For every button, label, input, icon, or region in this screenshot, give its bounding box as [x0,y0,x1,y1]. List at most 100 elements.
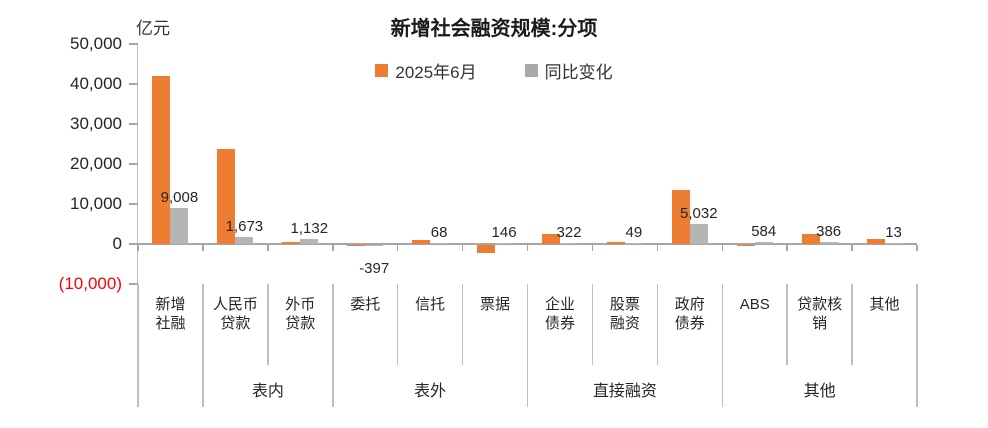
bar-current-10 [801,234,820,244]
category-label-2: 外币 贷款 [285,296,316,332]
x-axis-tick [267,244,269,251]
legend-swatch-current-icon [375,64,389,77]
category-label-9: ABS [739,296,770,313]
category-label-0: 新增 社融 [155,296,186,332]
bar-yoy-10 [819,242,838,244]
category-label-10: 贷款核 销 [797,296,843,332]
bar-yoy-1 [235,237,254,244]
legend-item-current: 2025年6月 [375,58,477,83]
y-axis-tick [129,83,138,85]
category-label-1: 人民币 贷款 [212,296,258,332]
group-divider [526,284,529,407]
y-axis-tick-label: (10,000) [58,274,122,293]
bar-yoy-2 [300,239,319,244]
data-label-yoy-4: 68 [430,223,448,241]
x-axis-tick [332,244,334,251]
bar-current-2 [282,242,301,244]
category-divider [851,284,853,365]
legend-label-current: 2025年6月 [395,63,477,82]
group-label-2: 直接融资 [592,383,657,400]
group-label-0: 表内 [251,383,284,400]
category-label-3: 委托 [350,296,381,313]
bar-current-11 [866,239,885,244]
data-label-yoy-9: 584 [751,222,777,240]
category-divider [396,284,399,365]
x-axis-tick [591,244,594,251]
x-axis-tick [396,244,399,251]
group-divider [202,284,204,407]
y-axis-tick-label: 50,000 [70,34,122,53]
chart-legend: 2025年6月 同比变化 [0,58,988,83]
data-label-yoy-5: 146 [491,223,517,241]
x-axis-tick [851,244,853,251]
category-label-5: 票据 [480,296,511,313]
category-divider [461,284,464,365]
chart-title: 新增社会融资规模:分项 [390,18,598,40]
data-label-yoy-2: 1,132 [290,220,329,238]
bar-current-4 [412,240,431,244]
group-divider [137,284,139,407]
data-label-yoy-7: 49 [625,223,643,241]
y-axis-tick [129,163,138,165]
y-axis-tick-label: 10,000 [70,194,122,213]
category-label-8: 政府 债券 [674,296,705,332]
x-axis-tick [721,244,723,251]
category-label-11: 其他 [869,296,900,313]
bar-current-5 [477,244,496,253]
bar-current-9 [736,244,755,247]
x-axis-tick [461,244,464,251]
category-label-4: 信托 [415,296,446,313]
y-axis-tick-label: 0 [112,234,122,253]
y-axis-tick-label: 40,000 [70,74,122,93]
x-axis-tick [656,244,659,251]
bar-current-0 [152,76,171,244]
x-axis-tick [202,244,204,251]
data-label-yoy-3: -397 [359,260,390,277]
y-axis-unit-label: 亿元 [136,19,170,38]
bar-current-8 [671,190,690,244]
x-axis-tick [786,244,788,251]
bar-yoy-3 [365,244,384,247]
group-label-1: 表外 [414,383,447,400]
bar-current-3 [347,244,366,247]
category-divider [656,284,659,365]
bar-current-6 [541,234,560,244]
legend-swatch-yoy-icon [524,64,538,77]
y-axis-tick [129,283,138,285]
group-divider [332,284,334,407]
y-axis-line [136,44,138,407]
y-axis-tick [129,243,138,245]
y-axis-tick [129,43,138,45]
bar-yoy-0 [170,207,189,244]
x-axis-tick [916,244,918,251]
y-axis-tick [129,203,138,205]
data-label-yoy-10: 386 [816,223,842,241]
category-label-7: 股票 融资 [609,296,640,332]
group-divider [721,284,723,407]
bar-yoy-6 [559,242,578,244]
x-axis-line [136,243,917,245]
group-label-3: 其他 [803,383,836,400]
category-divider [267,284,269,365]
legend-item-yoy: 同比变化 [524,58,613,83]
bar-yoy-9 [754,241,773,244]
data-label-yoy-8: 5,032 [680,204,718,222]
bar-current-1 [217,149,236,244]
data-label-yoy-0: 9,008 [160,188,199,206]
group-divider [916,284,918,407]
data-label-yoy-11: 13 [885,223,902,241]
data-label-yoy-1: 1,673 [225,218,264,236]
category-divider [591,284,594,365]
category-divider [786,284,788,365]
bar-current-7 [606,242,625,244]
bar-yoy-8 [689,223,708,244]
y-axis-tick [129,123,138,125]
x-axis-tick [526,244,529,251]
x-axis-tick [137,244,139,251]
category-label-6: 企业 债券 [544,296,575,332]
y-axis-tick-label: 30,000 [70,114,122,133]
data-label-yoy-6: 322 [556,223,582,241]
legend-label-yoy: 同比变化 [544,63,613,82]
bar-yoy-4 [430,242,449,244]
